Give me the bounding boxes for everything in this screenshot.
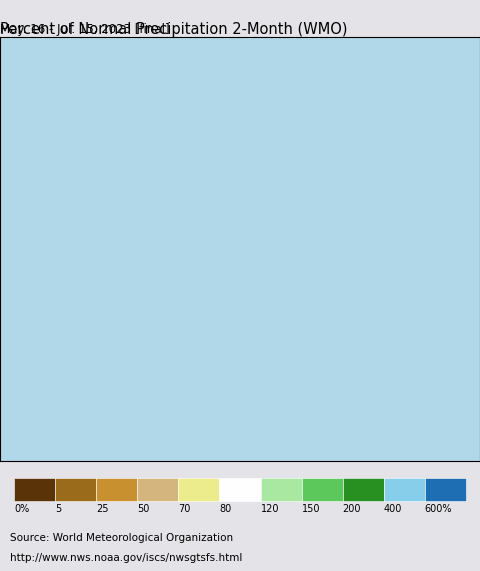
Text: 80: 80 (219, 504, 232, 513)
Text: 70: 70 (179, 504, 191, 513)
Bar (55, 478, 96, 501)
Bar (179, 478, 219, 501)
Text: 400: 400 (384, 504, 402, 513)
Text: 50: 50 (137, 504, 150, 513)
Text: 5: 5 (55, 504, 61, 513)
Text: 150: 150 (301, 504, 320, 513)
Bar (301, 478, 343, 501)
Text: Source: World Meteorological Organization: Source: World Meteorological Organizatio… (10, 533, 233, 544)
Text: 120: 120 (261, 504, 279, 513)
Text: http://www.nws.noaa.gov/iscs/nwsgtsfs.html: http://www.nws.noaa.gov/iscs/nwsgtsfs.ht… (10, 553, 242, 564)
Text: 0%: 0% (14, 504, 30, 513)
Bar (137, 478, 179, 501)
Bar (343, 478, 384, 501)
Bar (219, 478, 261, 501)
Text: Percent of Normal Precipitation 2-Month (WMO): Percent of Normal Precipitation 2-Month … (0, 22, 348, 37)
Bar (14, 478, 55, 501)
Text: 25: 25 (96, 504, 109, 513)
Bar (425, 478, 466, 501)
Text: 600%: 600% (425, 504, 452, 513)
Bar (384, 478, 425, 501)
Bar (96, 478, 137, 501)
Text: May. 16 - Jul. 15, 2023 [final]: May. 16 - Jul. 15, 2023 [final] (0, 23, 169, 37)
Text: 200: 200 (343, 504, 361, 513)
Bar (261, 478, 301, 501)
